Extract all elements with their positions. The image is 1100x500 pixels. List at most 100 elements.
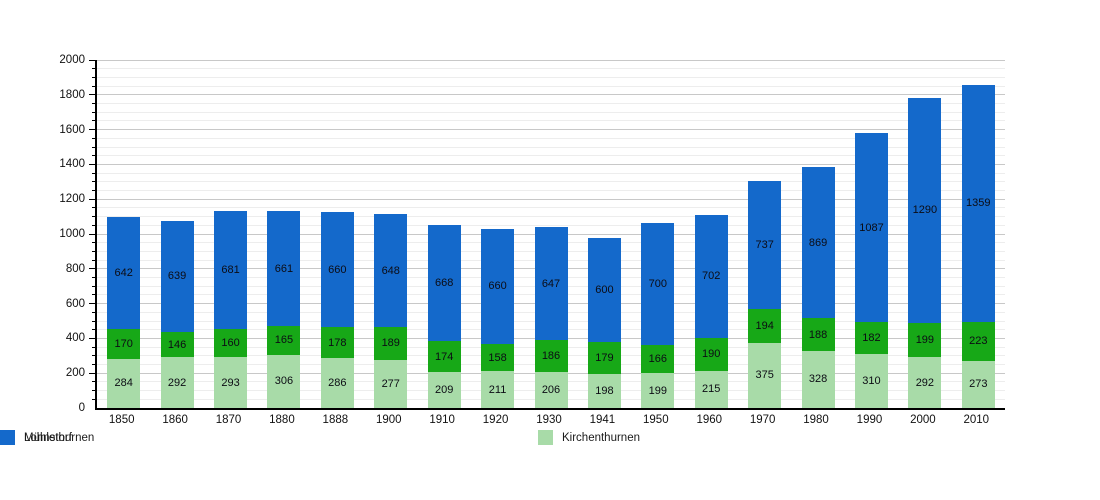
y-axis-tick [92,381,97,383]
bar-segment-mühlethurnen: 668 [427,225,461,342]
segment-value-label: 199 [915,333,935,346]
x-axis-label: 1930 [536,414,562,426]
segment-value-label: 223 [969,335,988,348]
segment-value-label: 737 [755,238,774,251]
segment-value-label: 158 [488,351,507,364]
segment-value-label: 277 [381,377,400,390]
segment-value-label: 600 [595,284,614,297]
stacked-bar-1860: 292 146 639 [160,220,194,408]
bar-segment-mühlethurnen: 737 [748,180,782,309]
bar-segment-kirchenthurnen: 292 [908,357,942,408]
minor-gridline [97,181,1005,183]
x-axis-label: 1850 [108,414,135,426]
bar-segment-lohnstorf: 160 [214,329,248,358]
y-axis-tick [92,181,97,183]
bar-segment-kirchenthurnen: 306 [267,354,301,408]
y-axis-tick [92,285,97,287]
bar-segment-mühlethurnen: 681 [214,210,248,330]
y-axis-tick [92,398,97,400]
segment-value-label: 702 [702,270,721,283]
segment-value-label: 647 [541,277,561,290]
y-axis-tick [89,59,97,61]
segment-value-label: 206 [541,384,561,397]
x-axis-label: 1941 [589,414,616,426]
stacked-bar-1990: 310 182 1087 [854,133,888,408]
y-axis-tick [92,311,97,313]
bar-segment-mühlethurnen: 648 [374,214,408,327]
legend-item-muehlethurnen: Mühlethurnen [0,430,94,445]
y-axis-tick [92,172,97,174]
bar-segment-lohnstorf: 178 [320,327,354,359]
segment-value-label: 174 [434,350,454,363]
bar-segment-kirchenthurnen: 273 [961,360,995,408]
y-axis-tick [89,233,97,235]
bar-segment-mühlethurnen: 660 [481,228,515,344]
y-axis-label: 1600 [59,123,85,136]
bar-segment-kirchenthurnen: 310 [854,354,888,408]
stacked-bar-1900: 277 189 648 [374,214,408,408]
y-axis-tick [92,216,97,218]
segment-value-label: 286 [328,377,347,390]
segment-value-label: 211 [488,383,507,396]
x-axis: 1850 1860 1870 1880 1888 1900 1910 1920 1930 1941… [95,408,1003,428]
bar-segment-kirchenthurnen: 215 [694,370,728,408]
segment-value-label: 660 [328,263,347,276]
bar-segment-lohnstorf: 170 [107,329,141,359]
x-axis-label: 1860 [162,414,188,426]
bar-segment-mühlethurnen: 700 [641,222,675,345]
segment-value-label: 660 [488,280,507,293]
y-axis-label: 400 [65,332,85,345]
minor-gridline [97,146,1005,148]
x-axis-label: 1980 [803,414,829,426]
y-axis-tick [92,242,97,244]
bar-segment-mühlethurnen: 600 [587,238,621,343]
stacked-bar-1910: 209 174 668 [427,225,461,408]
segment-value-label: 306 [274,375,294,388]
segment-value-label: 869 [808,236,828,249]
segment-value-label: 188 [808,328,828,341]
y-axis-tick [92,346,97,348]
legend-label-kirchenthurnen: Kirchenthurnen [562,431,640,444]
y-axis-tick [92,103,97,104]
segment-value-label: 199 [648,384,667,397]
y-axis-tick [89,129,97,131]
y-axis-tick [92,259,97,261]
bar-segment-kirchenthurnen: 211 [481,371,515,408]
x-axis-label: 2000 [910,414,936,426]
bar-segment-lohnstorf: 166 [641,344,675,374]
y-axis-tick [92,85,97,87]
y-axis-label: 200 [65,367,85,380]
y-axis-tick [89,372,97,374]
x-axis-label: 1950 [643,414,669,426]
minor-gridline [97,76,1005,78]
major-gridline [97,129,1005,131]
segment-value-label: 292 [167,376,187,389]
minor-gridline [97,155,1005,157]
segment-value-label: 668 [434,277,454,290]
stacked-bar-1941: 198 179 600 [587,238,621,408]
bar-segment-mühlethurnen: 639 [160,220,194,332]
y-axis-tick [89,94,97,96]
segment-value-label: 189 [381,337,400,350]
y-axis-tick [92,190,97,191]
y-axis-label: 2000 [59,54,85,66]
y-axis-tick [92,250,97,252]
segment-value-label: 375 [755,369,774,382]
bar-segment-mühlethurnen: 642 [107,217,141,330]
segment-value-label: 1290 [912,204,938,217]
segment-value-label: 179 [595,351,614,364]
bar-segment-kirchenthurnen: 209 [427,371,461,408]
bar-segment-lohnstorf: 223 [961,321,995,361]
bar-segment-mühlethurnen: 647 [534,227,568,340]
bar-segment-lohnstorf: 179 [587,342,621,374]
segment-value-label: 178 [328,336,347,349]
minor-gridline [97,68,1005,70]
legend-swatch-muehlethurnen [0,430,15,445]
x-axis-label: 1990 [856,414,883,426]
y-axis-tick [92,68,97,70]
segment-value-label: 310 [862,375,881,388]
segment-value-label: 661 [274,262,294,275]
y-axis-tick [92,329,97,331]
y-axis-label: 0 [78,402,85,414]
bar-segment-kirchenthurnen: 284 [107,358,141,408]
